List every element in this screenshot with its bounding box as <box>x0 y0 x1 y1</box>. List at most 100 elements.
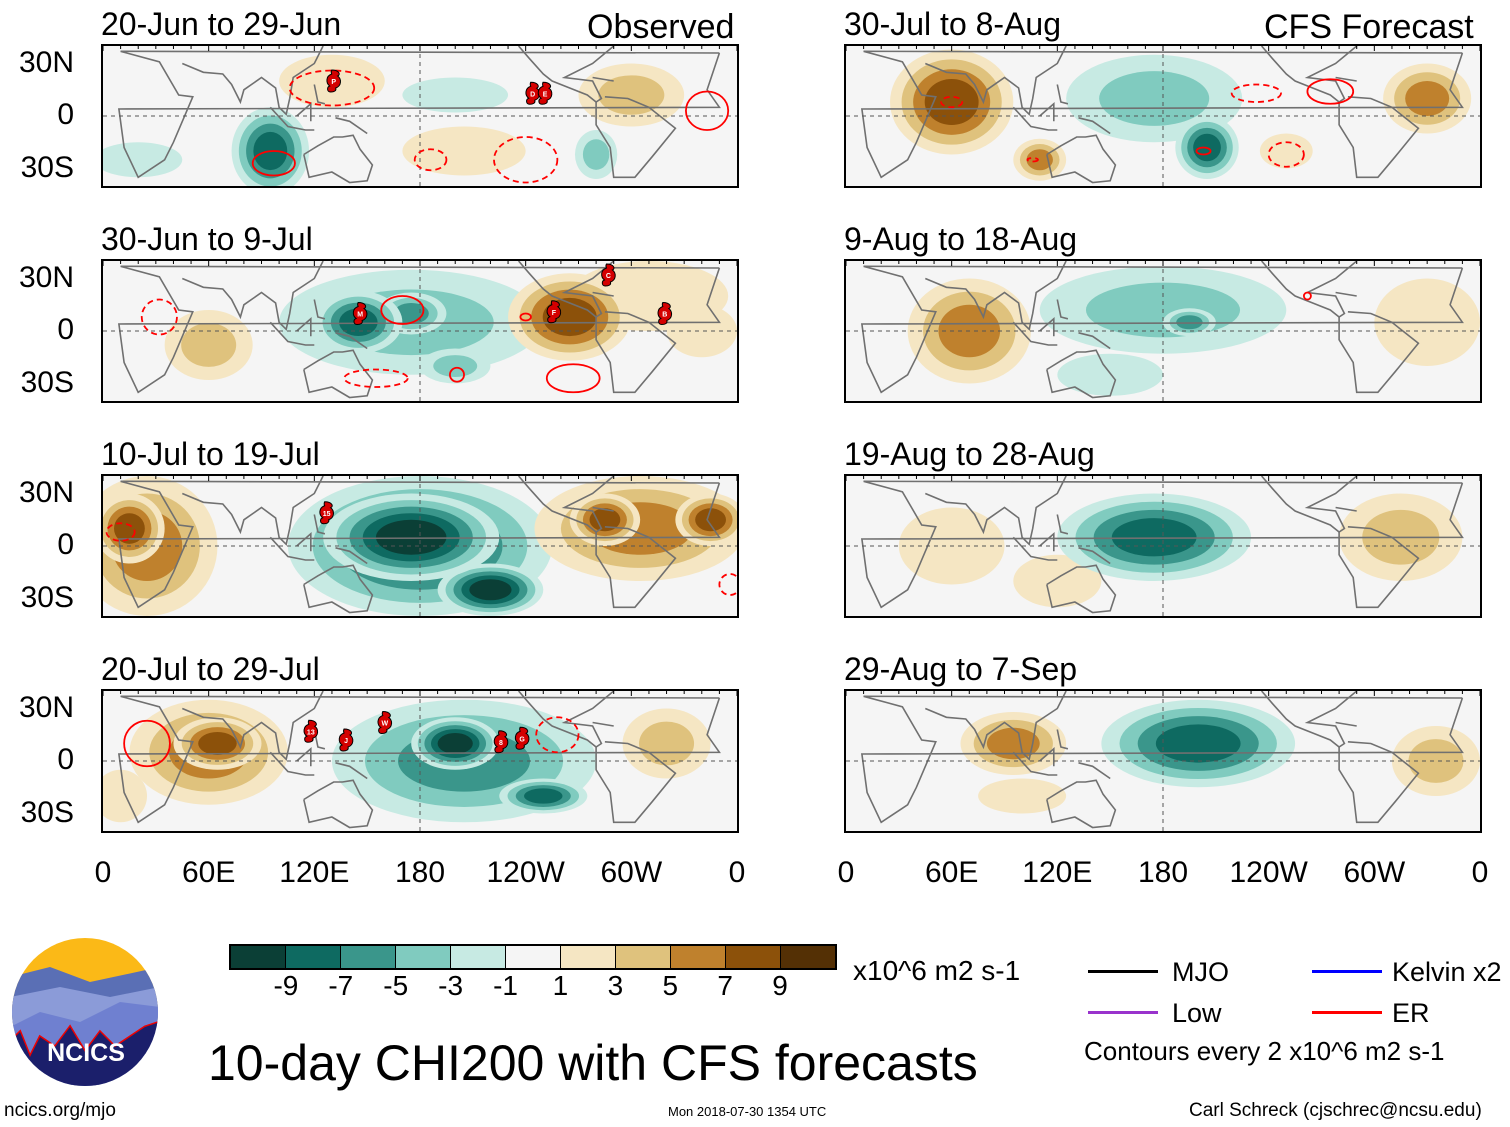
coastline <box>117 695 721 824</box>
coastline <box>335 332 368 350</box>
colorbar-swatch <box>506 946 561 968</box>
er-contour-negative <box>1267 141 1305 168</box>
er-contour-negative <box>105 522 136 542</box>
anomaly-shading <box>469 579 512 601</box>
panel-title: 9-Aug to 18-Aug <box>844 221 1078 257</box>
coastline <box>303 134 374 184</box>
er-contour-positive <box>545 363 601 394</box>
legend-low-label: Low <box>1172 998 1222 1028</box>
colorbar-label: 1 <box>552 970 569 1001</box>
ncics-logo: NCICS <box>12 938 158 1086</box>
er-contour-negative <box>413 148 448 172</box>
anomaly-shading <box>978 778 1067 814</box>
map-panel-observed: 15 <box>101 474 739 618</box>
colorbar-swatch <box>781 946 835 968</box>
anomaly-shading <box>1013 554 1102 608</box>
anomaly-shading <box>1405 81 1450 116</box>
legend-kelvin-line <box>1312 970 1382 973</box>
coastline <box>303 349 374 399</box>
anomaly-shading <box>524 788 563 804</box>
anomaly-shading <box>1057 353 1163 396</box>
anomaly-shading <box>598 75 665 115</box>
coastline <box>860 265 1464 394</box>
svg-text:NCICS: NCICS <box>47 1039 125 1067</box>
lon-tick-label: 60W <box>1343 856 1406 889</box>
colorbar-label: -7 <box>328 970 354 1001</box>
coastline <box>335 117 368 135</box>
coastline <box>1039 532 1055 552</box>
anomaly-shading <box>924 79 979 125</box>
coastline <box>1078 762 1111 780</box>
anomaly-shading <box>582 139 610 170</box>
coastline <box>296 317 312 337</box>
er-contour-negative <box>288 69 376 107</box>
coastline <box>924 691 1067 761</box>
storm-icon: F <box>546 300 562 324</box>
coastline <box>296 102 312 122</box>
coastline <box>181 691 324 761</box>
colorbar-label: -9 <box>273 970 299 1001</box>
map-panel-forecast <box>844 474 1482 618</box>
lat-tick-label: 30N <box>18 475 74 509</box>
legend-mjo-label: MJO <box>1172 957 1229 987</box>
coastline <box>303 564 374 614</box>
credit: Carl Schreck (cjschrec@ncsu.edu) <box>1189 1100 1482 1121</box>
coastline <box>1039 317 1055 337</box>
colorbar-label: 7 <box>717 970 733 1001</box>
storm-label: J <box>344 738 348 745</box>
storm-label: E <box>543 91 548 98</box>
colorbar-swatch <box>451 946 506 968</box>
coastline <box>1046 564 1117 614</box>
url-link[interactable]: ncics.org/mjo <box>4 1100 116 1121</box>
legend-er-line <box>1312 1011 1382 1014</box>
er-contour-positive <box>449 366 465 383</box>
coastline <box>1039 747 1055 767</box>
anomaly-shading <box>666 304 737 358</box>
er-contour-positive <box>685 90 730 131</box>
colorbar-swatch <box>561 946 616 968</box>
observed-label: Observed <box>587 8 735 46</box>
coastline <box>335 762 368 780</box>
storm-icon: D <box>525 81 540 105</box>
anomaly-shading <box>1176 315 1203 330</box>
colorbar-label: -5 <box>383 970 409 1001</box>
storm-icon: 13 <box>303 719 319 743</box>
coastline <box>181 261 324 331</box>
coastline <box>595 741 677 824</box>
lon-tick-label: 120E <box>279 856 350 889</box>
anomaly-shading <box>1111 518 1197 557</box>
anomaly-shading <box>402 77 509 113</box>
coastline <box>181 476 324 546</box>
storm-icon: C <box>601 263 616 287</box>
legend-kelvin-label: Kelvin x2 <box>1392 957 1502 987</box>
lat-tick-label: 30S <box>20 150 74 184</box>
er-contour-negative <box>493 136 559 184</box>
map-panel-forecast <box>844 259 1482 403</box>
lat-tick-label: 0 <box>57 313 74 346</box>
colorbar-swatch <box>726 946 781 968</box>
lon-tick-label: 0 <box>728 856 746 889</box>
storm-label: W <box>381 721 388 728</box>
anomaly-shading <box>1155 724 1241 763</box>
colorbar-swatch <box>396 946 451 968</box>
coastline <box>595 96 677 179</box>
panel-title: 19-Aug to 28-Aug <box>844 436 1095 472</box>
lat-tick-label: 30S <box>20 580 74 614</box>
er-contour-positive <box>1195 146 1212 156</box>
coastline <box>1335 721 1357 727</box>
coastline <box>1078 117 1111 135</box>
anomaly-shading <box>114 513 145 544</box>
coastline <box>592 721 614 727</box>
coastline <box>117 50 721 179</box>
anomaly-shading <box>181 323 237 367</box>
coastline <box>296 532 312 552</box>
anomaly-shading <box>433 355 478 377</box>
panel-title: 20-Jul to 29-Jul <box>101 651 320 687</box>
legend-er-label: ER <box>1392 998 1430 1028</box>
coastline <box>1039 102 1055 122</box>
timestamp: Mon 2018-07-30 1354 UTC <box>668 1104 827 1119</box>
figure-title: 10-day CHI200 with CFS forecasts <box>208 1035 978 1091</box>
lat-tick-label: 30N <box>18 690 74 724</box>
coastline <box>1335 291 1357 297</box>
coastline <box>1056 299 1069 320</box>
